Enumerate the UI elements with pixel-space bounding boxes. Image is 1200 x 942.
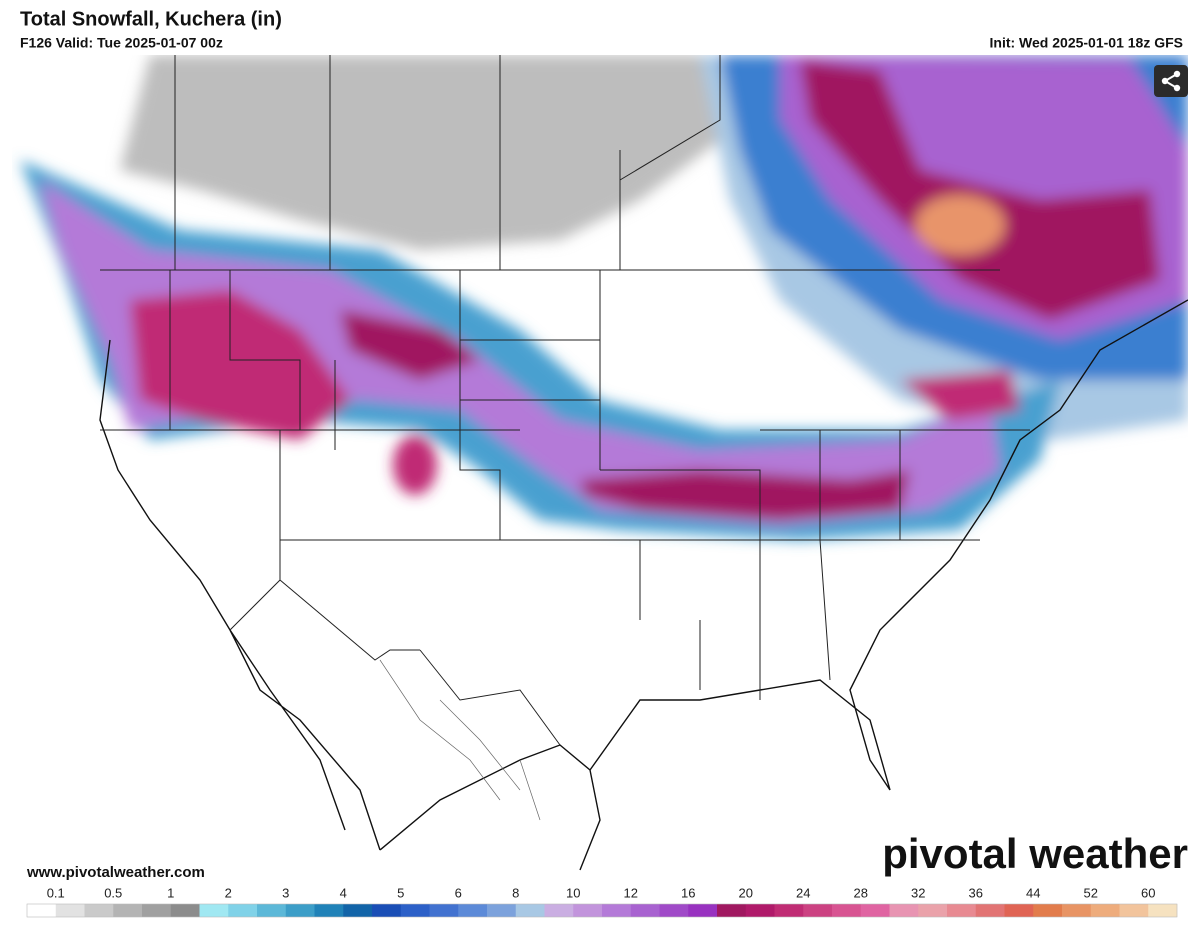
colorbar-swatch [142,904,172,917]
colorbar-swatch [228,904,258,917]
colorbar-label: 1 [167,885,174,900]
colorbar-swatch [515,904,545,917]
share-button[interactable] [1154,65,1188,97]
colorbar-swatch [84,904,114,917]
colorbar-swatch [688,904,718,917]
colorbar-label: 32 [911,885,925,900]
share-button-bg[interactable] [1154,65,1188,97]
colorbar-label: 28 [854,885,868,900]
colorbar-swatch [285,904,315,917]
brand-logo: pivotal weather [882,830,1188,877]
colorbar-swatch [27,904,57,917]
colorbar-swatch [1033,904,1063,917]
colorbar-frame [26,903,1178,918]
colorbar-swatch [832,904,862,917]
colorbar-swatch [1004,904,1034,917]
colorbar-swatch [314,904,344,917]
colorbar-swatch [889,904,919,917]
colorbar-label: 6 [455,885,462,900]
colorbar-swatch [717,904,747,917]
colorbar-swatch [602,904,632,917]
colorbar-label: 20 [739,885,753,900]
colorbar-swatch [1119,904,1149,917]
init-time: Init: Wed 2025-01-01 18z GFS [990,35,1183,51]
snow-field [20,55,1188,540]
colorbar-swatch [429,904,459,917]
colorbar-swatch [1062,904,1092,917]
colorbar-label: 8 [512,885,519,900]
colorbar-swatch [199,904,229,917]
colorbar-label: 16 [681,885,695,900]
colorbar-label: 0.5 [104,885,122,900]
colorbar-label: 0.1 [47,885,65,900]
colorbar-label: 60 [1141,885,1155,900]
colorbar-swatch [803,904,833,917]
colorbar-swatch [659,904,689,917]
colorbar-swatch [975,904,1005,917]
colorbar-swatch [487,904,517,917]
colorbar-swatch [860,904,890,917]
colorbar-swatch [170,904,200,917]
colorbar-swatch [458,904,488,917]
colorbar-label: 3 [282,885,289,900]
colorbar-swatch [343,904,373,917]
title: Total Snowfall, Kuchera (in) [20,8,282,30]
colorbar-label: 52 [1084,885,1098,900]
colorbar-swatch [918,904,948,917]
colorbar-label: 24 [796,885,810,900]
colorbar-swatch [947,904,977,917]
colorbar: 0.1 0.5 1 2 3 4 5 6 8 10 12 16 20 24 28 32 36 44 52 60 [26,885,1178,918]
colorbar-label: 36 [969,885,983,900]
colorbar-swatch [55,904,85,917]
colorbar-label: 44 [1026,885,1040,900]
site-url[interactable]: www.pivotalweather.com [26,864,205,881]
colorbar-swatch [774,904,804,917]
colorbar-swatch [400,904,430,917]
colorbar-swatch [1090,904,1120,917]
colorbar-swatch [745,904,775,917]
map [12,55,1188,885]
colorbar-label: 12 [624,885,638,900]
colorbar-swatch [544,904,574,917]
colorbar-label: 4 [340,885,347,900]
valid-time: F126 Valid: Tue 2025-01-07 00z [20,35,223,51]
boundaries [99,55,1188,871]
colorbar-swatch [630,904,660,917]
colorbar-swatch [372,904,402,917]
colorbar-label: 10 [566,885,580,900]
colorbar-swatch [257,904,287,917]
colorbar-swatch [113,904,143,917]
colorbar-swatch [1148,904,1178,917]
colorbar-swatch [573,904,603,917]
colorbar-label: 5 [397,885,404,900]
colorbar-label: 2 [225,885,232,900]
